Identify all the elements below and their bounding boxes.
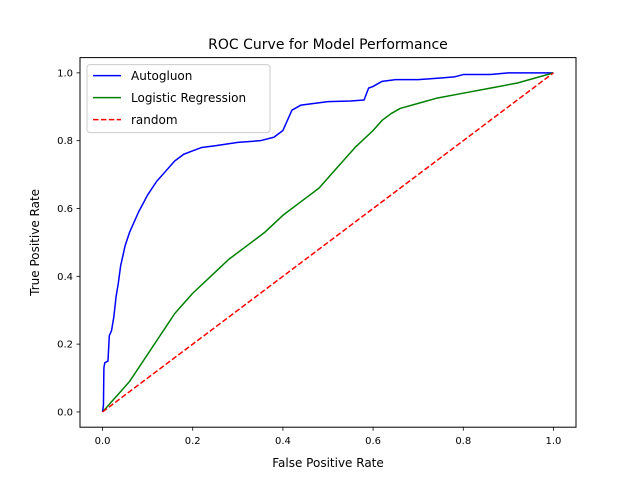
- y-tick-label: 0.2: [57, 340, 73, 351]
- x-tick-label: 0.8: [455, 436, 471, 447]
- x-tick-label: 0.0: [95, 436, 111, 447]
- y-tick-label: 0.0: [57, 407, 73, 418]
- legend-label: random: [131, 113, 178, 127]
- y-tick-label: 1.0: [57, 68, 73, 79]
- x-axis-label: False Positive Rate: [272, 456, 384, 470]
- plot-area: [101, 72, 554, 413]
- series-line-random: [102, 72, 554, 413]
- y-tick-label: 0.4: [57, 272, 73, 283]
- chart-title: ROC Curve for Model Performance: [208, 37, 448, 53]
- legend-label: Autogluon: [131, 69, 192, 83]
- y-axis-label: True Positive Rate: [28, 189, 42, 297]
- x-tick-label: 0.6: [365, 436, 381, 447]
- x-tick-label: 0.2: [185, 436, 201, 447]
- axes: 0.0 0.2 0.4 0.6 0.8 1.0 0.0 0.2 0.4 0.6 0.8 1.0: [57, 57, 577, 447]
- legend-box: [86, 64, 271, 134]
- y-tick-label: 0.6: [57, 204, 73, 215]
- series-line-logistic-regression: [101, 72, 554, 413]
- y-tick-label: 0.8: [57, 136, 73, 147]
- legend: Autogluon Logistic Regression random: [86, 64, 271, 134]
- legend-label: Logistic Regression: [131, 91, 246, 105]
- x-tick-label: 1.0: [546, 436, 562, 447]
- x-tick-label: 0.4: [275, 436, 291, 447]
- axes-frame: [79, 57, 577, 428]
- series-line-autogluon: [101, 72, 554, 413]
